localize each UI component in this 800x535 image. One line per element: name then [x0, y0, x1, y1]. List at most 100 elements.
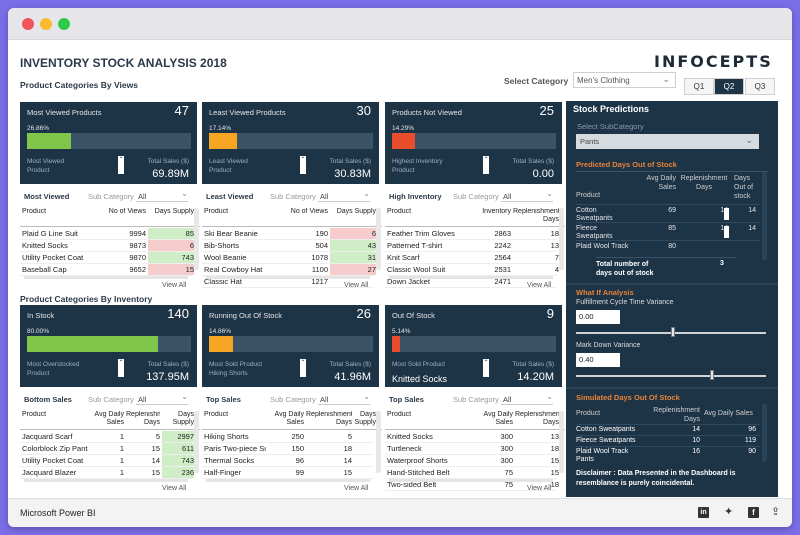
table-row[interactable]: Two-sided Belt 75 18 [385, 479, 559, 491]
subcategory-filter[interactable]: All ⌄ [318, 189, 370, 202]
table-row[interactable]: Classic Wool Suit 2531 4 [385, 264, 559, 276]
predicted-table-scrollbar[interactable] [762, 172, 767, 260]
column-header[interactable]: Days Supply [172, 411, 194, 426]
view-all-link[interactable]: View All [344, 485, 369, 492]
column-header[interactable]: Product [204, 411, 229, 418]
column-header[interactable]: Replenishment Days [306, 411, 352, 426]
subcategory-filter[interactable]: All ⌄ [501, 392, 553, 405]
table-row[interactable]: Patterned T-shirt 2242 13 [385, 240, 559, 252]
drill-icon[interactable]: ⌃ [118, 359, 124, 377]
drill-icon[interactable] [724, 226, 729, 238]
drill-icon[interactable]: ⌃ [300, 359, 306, 377]
twitter-icon[interactable]: ✦ [724, 506, 734, 518]
view-all-link[interactable]: View All [162, 282, 187, 289]
column-header[interactable]: Product [204, 208, 229, 215]
simulated-table-scrollbar[interactable] [762, 404, 767, 462]
table-scrollbar[interactable] [559, 411, 564, 473]
share-icon[interactable]: ⇪ [771, 506, 781, 518]
table-row[interactable]: Bib-Shorts 504 43 [202, 240, 376, 252]
maximize-window-button[interactable] [58, 18, 70, 30]
table-row[interactable]: Colorblock Zip Pants 1 15 611 [20, 443, 194, 455]
column-header[interactable]: Replenishment Days [513, 208, 559, 223]
table-row[interactable]: Knitted Socks 9873 6 [20, 240, 194, 252]
close-window-button[interactable] [22, 18, 34, 30]
column-header[interactable]: Avg Daily Sales [94, 411, 124, 426]
markdown-slider-track[interactable] [576, 375, 766, 377]
table-row[interactable]: Cotton Sweatpants 14 96 [576, 424, 760, 435]
subcategory-filter[interactable]: All ⌄ [136, 392, 188, 405]
table-row[interactable]: Fleece Sweatpants 10 119 [576, 435, 760, 446]
table-row[interactable]: Hand-Stitched Belt 75 15 [385, 467, 559, 479]
column-header[interactable]: Replenishment Days [515, 411, 559, 426]
table-row[interactable]: Plaid Wool Track 80 [576, 240, 760, 258]
subcategory-filter[interactable]: All ⌄ [501, 189, 553, 202]
table-row[interactable]: Cotton Sweatpants 69 14 14 [576, 204, 760, 222]
table-row[interactable]: Thermal Socks 96 14 [202, 455, 374, 467]
markdown-input[interactable]: 0.40 [576, 353, 620, 367]
table-row[interactable]: Waterproof Shorts 300 15 [385, 455, 559, 467]
table-row[interactable]: Knit Scarf 2564 7 [385, 252, 559, 264]
column-header[interactable]: No of Views [108, 208, 146, 215]
quarter-q1-button[interactable]: Q1 [684, 78, 714, 95]
facebook-icon[interactable]: f [748, 507, 759, 518]
quarter-q2-button[interactable]: Q2 [714, 78, 744, 95]
fulfillment-input[interactable]: 0.00 [576, 310, 620, 324]
table-row[interactable]: Turtleneck 300 18 [385, 443, 559, 455]
table-row[interactable]: Down Jacket 2471 [385, 276, 557, 288]
drill-icon[interactable]: ⌃ [118, 156, 124, 174]
column-header[interactable]: Avg Daily Sales [483, 411, 513, 426]
column-header[interactable]: Replenishment Days [126, 411, 160, 426]
horizontal-scrollbar[interactable] [389, 276, 553, 279]
table-row[interactable]: Plaid Wool Track Pants 16 90 [576, 446, 760, 463]
column-header[interactable]: Inventory [482, 208, 511, 215]
view-all-link[interactable]: View All [162, 485, 187, 492]
drill-icon[interactable] [724, 208, 729, 220]
table-row[interactable]: Utility Pocket Coat 9870 743 [20, 252, 194, 264]
table-row[interactable]: Hiking Shorts 250 5 [202, 431, 374, 443]
subcategory-filter[interactable]: All ⌄ [136, 189, 188, 202]
drill-icon[interactable]: ⌃ [300, 156, 306, 174]
table-scrollbar[interactable] [194, 208, 199, 270]
table-row[interactable]: Jacquard Scarf 1 5 2997 [20, 431, 194, 443]
table-row[interactable]: Jacquard Blazer 1 15 236 [20, 467, 194, 479]
horizontal-scrollbar[interactable] [389, 479, 553, 482]
subcategory-dropdown[interactable]: Pants ⌄ [576, 134, 759, 149]
horizontal-scrollbar[interactable] [24, 276, 188, 279]
table-row[interactable]: Knitted Socks 300 13 [385, 431, 559, 443]
table-row[interactable]: Fleece Sweatpants 85 14 14 [576, 222, 760, 240]
table-scrollbar[interactable] [376, 208, 381, 270]
table-scrollbar[interactable] [559, 208, 564, 270]
view-all-link[interactable]: View All [527, 485, 552, 492]
column-header[interactable]: Product [387, 411, 412, 418]
category-dropdown[interactable]: Men's Clothing ⌄ [573, 72, 676, 88]
subcategory-filter[interactable]: All ⌄ [318, 392, 370, 405]
fulfillment-slider-handle[interactable] [671, 327, 675, 337]
table-row[interactable]: Ski Bear Beanie 190 6 [202, 228, 376, 240]
drill-icon[interactable]: ⌃ [483, 359, 489, 377]
column-header[interactable]: No of Views [290, 208, 328, 215]
column-header[interactable]: Days Supply [154, 208, 194, 215]
horizontal-scrollbar[interactable] [206, 479, 370, 482]
column-header[interactable]: Product [387, 208, 412, 215]
table-scrollbar[interactable] [194, 411, 199, 473]
view-all-link[interactable]: View All [527, 282, 552, 289]
quarter-q3-button[interactable]: Q3 [745, 78, 775, 95]
table-row[interactable]: Feather Trim Gloves 2863 18 [385, 228, 559, 240]
column-header[interactable]: Days Supply [336, 208, 376, 215]
horizontal-scrollbar[interactable] [206, 276, 370, 279]
table-row[interactable]: Paris Two-piece Suit 150 18 [202, 443, 374, 455]
table-row[interactable]: Wool Beanie 1078 31 [202, 252, 376, 264]
minimize-window-button[interactable] [40, 18, 52, 30]
table-row[interactable]: Half-Finger 99 15 [202, 467, 374, 479]
table-row[interactable]: Plaid G Line Suit 9994 85 [20, 228, 194, 240]
table-row[interactable]: Real Cowboy Hat 1100 27 [202, 264, 376, 276]
horizontal-scrollbar[interactable] [24, 479, 188, 482]
column-header[interactable]: Days Supply [354, 411, 376, 426]
table-row[interactable]: Utility Pocket Coat 1 14 743 [20, 455, 194, 467]
view-all-link[interactable]: View All [344, 282, 369, 289]
table-row[interactable]: Baseball Cap 9652 15 [20, 264, 194, 276]
table-row[interactable]: Classic Hat 1217 [202, 276, 374, 288]
column-header[interactable]: Product [22, 208, 47, 215]
markdown-slider-handle[interactable] [710, 370, 714, 380]
table-scrollbar[interactable] [376, 411, 381, 473]
